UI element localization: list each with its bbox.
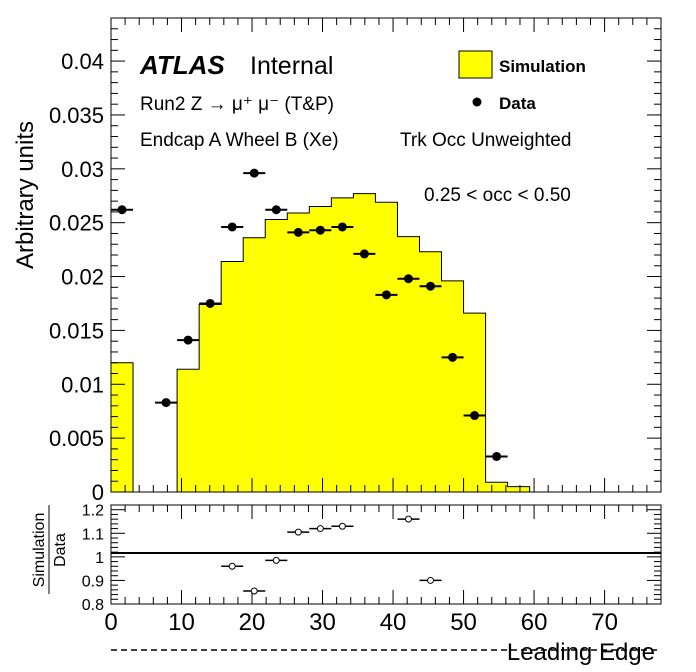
- internal-label: Internal: [250, 52, 333, 80]
- x-axis-label: Leading Edge: [507, 639, 655, 666]
- data-point: [293, 227, 303, 237]
- legend-data-marker: [472, 97, 482, 107]
- ratio-point: [338, 522, 346, 530]
- y-tick-label: 0.005: [49, 426, 104, 451]
- data-point: [426, 281, 436, 291]
- simulation-bar: [243, 237, 266, 492]
- simulation-bar: [463, 313, 486, 492]
- ratio-y-tick-label: 1.1: [82, 526, 104, 543]
- data-point: [403, 274, 413, 284]
- y-tick-label: 0: [92, 480, 104, 505]
- region-label: Endcap A Wheel B (Xe): [140, 130, 339, 151]
- simulation-bar: [331, 197, 354, 492]
- simulation-bar: [199, 304, 222, 492]
- x-tick-label: 20: [239, 609, 266, 636]
- ratio-point: [250, 587, 258, 595]
- data-point: [161, 398, 171, 408]
- data-point: [227, 222, 237, 232]
- ratio-plot-frame: [110, 504, 662, 605]
- x-tick-label: 70: [591, 609, 618, 636]
- data-point: [315, 225, 325, 235]
- simulation-bar: [287, 212, 310, 492]
- data-point: [448, 352, 458, 362]
- ratio-axis-ticks: 0.8 0.9 1 1.1 1.2 0 10 20 30 40 50 60 70: [82, 503, 662, 636]
- x-tick-label: 0: [104, 609, 117, 636]
- y-tick-label: 0.03: [61, 157, 104, 182]
- simulation-bar: [353, 193, 376, 492]
- data-point: [249, 168, 259, 178]
- data-point: [492, 451, 502, 461]
- data-points: [111, 168, 508, 461]
- x-tick-label: 10: [168, 609, 195, 636]
- ratio-point: [427, 576, 435, 584]
- legend: Simulation Data: [458, 50, 586, 113]
- simulation-bar: [419, 251, 442, 492]
- simulation-histogram: [110, 193, 661, 493]
- y-tick-label: 0.015: [49, 318, 104, 343]
- y-tick-label: 0.01: [61, 372, 104, 397]
- ratio-point: [272, 556, 280, 564]
- simulation-bar: [507, 486, 530, 492]
- ratio-point: [404, 515, 412, 523]
- simulation-bar: [397, 236, 420, 492]
- ratio-y-tick-label: 0.9: [82, 573, 104, 590]
- data-point: [117, 205, 127, 215]
- data-point: [205, 298, 215, 308]
- ratio-y-label-numerator: Simulation: [31, 513, 48, 588]
- atlas-label: ATLAS: [139, 50, 225, 80]
- simulation-bar: [441, 280, 464, 492]
- legend-simulation-swatch: [458, 50, 493, 79]
- main-plot-frame: [110, 17, 662, 493]
- ratio-point: [316, 525, 324, 533]
- simulation-outline: [110, 193, 661, 493]
- simulation-bar: [485, 482, 508, 492]
- ratio-y-tick-label: 1: [95, 550, 104, 567]
- x-tick-label: 60: [521, 609, 548, 636]
- occupancy-range-label: 0.25 < occ < 0.50: [424, 185, 571, 206]
- data-point: [337, 222, 347, 232]
- x-tick-label: 50: [450, 609, 477, 636]
- ratio-y-tick-label: 0.8: [82, 597, 104, 614]
- ratio-y-label-denominator: Data: [52, 533, 69, 567]
- main-axis-ticks: 0 0.005 0.01 0.015 0.02 0.025 0.03 0.035 0.04: [49, 18, 662, 505]
- ratio-y-axis-label: Simulation Data: [31, 505, 69, 594]
- data-point: [381, 290, 391, 300]
- y-tick-label: 0.04: [61, 49, 104, 74]
- y-tick-label: 0.025: [49, 211, 104, 236]
- simulation-bar: [309, 206, 332, 493]
- simulation-bar: [221, 261, 244, 492]
- x-tick-label: 40: [380, 609, 407, 636]
- y-tick-label: 0.02: [61, 265, 104, 290]
- legend-simulation-label: Simulation: [499, 57, 586, 76]
- ratio-points: [221, 515, 442, 595]
- simulation-bar: [265, 219, 288, 492]
- run-label: Run2 Z → μ⁺ μ⁻ (T&P): [140, 94, 334, 115]
- x-tick-label: 30: [309, 609, 336, 636]
- simulation-bar: [375, 202, 398, 493]
- weighting-label: Trk Occ Unweighted: [400, 130, 571, 151]
- data-point: [470, 411, 480, 421]
- y-tick-label: 0.035: [49, 103, 104, 128]
- ratio-point: [228, 562, 236, 570]
- data-point: [271, 205, 281, 215]
- simulation-bar: [177, 369, 200, 492]
- data-point: [183, 335, 193, 345]
- legend-data-label: Data: [499, 94, 536, 113]
- main-y-axis-label: Arbitrary units: [12, 121, 39, 269]
- data-point: [359, 249, 369, 259]
- ratio-point: [294, 528, 302, 536]
- ratio-y-tick-label: 1.2: [82, 503, 104, 520]
